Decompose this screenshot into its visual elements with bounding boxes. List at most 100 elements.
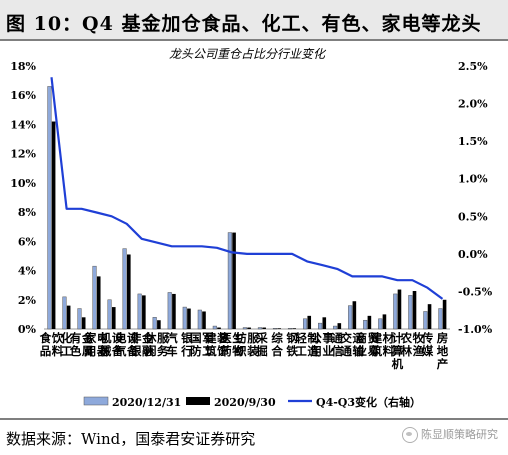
bar-2020-12-31 [92,265,97,330]
bar-2020-09-30 [157,320,161,329]
x-tick-label: 商业贸易 [356,331,380,358]
bar-2020-09-30 [142,295,146,329]
source-bar: 数据来源：Wind，国泰君安证券研究 陈显顺策略研究 [0,418,508,455]
y-left-tick-label: 16% [10,89,36,102]
bar-2020-09-30 [352,301,357,329]
line-q4-q3-change [50,77,444,300]
bar-2020-12-31 [363,319,368,330]
bar-2020-09-30 [127,254,131,329]
y-right-tick-label: 0.5% [458,210,488,223]
bar-2020-09-30 [322,317,327,329]
x-tick-label: 采掘 [255,331,268,358]
bar-2020-09-30 [96,276,101,329]
x-tick-label: 食品饮料 [40,331,64,358]
bar-2020-09-30 [217,327,221,329]
y-left-tick-label: 4% [18,265,37,278]
bar-2020-09-30 [442,299,447,329]
bar-2020-12-31 [47,86,52,330]
x-tick-label: 计算机 [391,331,404,371]
chart-svg: 龙头公司重仓占比分行业变化 0% 2% 4% 6% 8% 10% 12% 14% 16% 18% -1… [10,47,493,409]
x-tick-label: 家用电器 [84,331,109,358]
bar-2020-09-30 [66,305,71,329]
bar-2020-12-31 [272,328,278,330]
x-tick-label: 通信 [331,331,343,358]
legend-label-q4-q3-change: Q4-Q3变化（右轴） [316,395,421,409]
bar-2020-09-30 [337,323,342,329]
x-tick-label: 机械设备 [100,331,124,358]
watermark: 陈显顺策略研究 [402,426,498,443]
x-tick-label: 银行 [180,331,193,358]
x-tick-label: 建筑装饰 [205,331,229,358]
bar-2020-09-30 [51,121,56,330]
bar-2020-12-31 [302,318,308,330]
bar-2020-09-30 [412,291,417,329]
bar-2020-12-31 [408,295,413,330]
x-tick-label: 传媒 [421,331,434,358]
bar-2020-12-31 [438,308,443,330]
x-tick-label: 汽车 [166,331,178,358]
x-tick-label: 电气设备 [114,331,139,358]
y-left-tick-label: 0% [18,323,37,336]
bar-2020-09-30 [172,293,176,329]
bar-2020-09-30 [262,327,266,329]
bar-2020-12-31 [348,305,353,330]
bar-2020-12-31 [212,325,217,330]
bar-2020-09-30 [111,307,116,329]
bar-2020-12-31 [287,328,293,330]
bar-2020-12-31 [197,309,202,330]
bar-2020-12-31 [423,311,428,330]
bar-2020-12-31 [333,325,338,330]
bar-2020-09-30 [277,328,281,329]
x-tick-label: 国防军工 [190,331,214,358]
y-right-tick-label: 2.0% [458,98,488,111]
bar-2020-09-30 [292,328,297,329]
bar-2020-12-31 [107,299,112,330]
legend-swatch-2020-09-30 [186,397,210,405]
bar-2020-12-31 [318,322,323,330]
legend-swatch-2020-12-31 [83,396,109,406]
watermark-text: 陈显顺策略研究 [421,428,498,441]
bar-2020-12-31 [137,293,142,330]
y-right-tick-label: 2.5% [458,60,488,73]
y-left-tick-label: 14% [10,118,36,131]
bar-2020-09-30 [232,232,236,329]
y-left-tick-label: 10% [10,177,36,190]
bar-2020-09-30 [382,314,387,329]
x-tick-label: 有色金属 [70,331,94,358]
y-right-tick-label: -0.5% [458,285,493,298]
bar-2020-09-30 [367,315,372,329]
figure-title-bar: 图 10：Q4 基金加仓食品、化工、有色、家电等龙头 [0,0,508,41]
bar-2020-12-31 [167,292,172,330]
y-right-tick-label: -1.0% [458,323,493,336]
bar-2020-12-31 [378,318,383,330]
y-left-tick-label: 2% [18,294,37,307]
x-tick-label: 交通运输 [341,331,365,358]
chart-area: 龙头公司重仓占比分行业变化 0% 2% 4% 6% 8% 10% 12% 14% 16% 18% -1… [0,42,508,414]
x-tick-label: 房地产 [437,331,449,371]
bar-2020-09-30 [427,304,432,329]
x-tick-label: 建筑材料 [371,331,395,358]
y-left-tick-label: 8% [18,206,37,219]
x-tick-label: 公用事业 [309,331,334,358]
bar-2020-12-31 [393,293,398,330]
x-tick-label: 休闲服务 [144,331,169,358]
x-tick-label: 化工 [61,331,73,358]
y-right-tick-label: 1.5% [458,135,488,148]
x-tick-label: 轻工制造 [295,331,319,358]
x-tick-label: 钢铁 [286,331,298,358]
bar-2020-12-31 [242,327,247,330]
x-tick-label: 纺织服装 [235,331,259,358]
legend-label-2020-12-31: 2020/12/31 [112,396,181,409]
bar-2020-09-30 [397,289,402,329]
bar-2020-12-31 [122,248,127,330]
bar-2020-09-30 [247,327,251,329]
bar-2020-12-31 [227,232,232,330]
legend-label-2020-09-30: 2020/9/30 [214,396,276,409]
bar-2020-09-30 [187,308,191,329]
wechat-icon [402,427,418,443]
x-tick-label: 医药生物 [220,331,244,358]
y-left-tick-label: 6% [18,235,37,248]
y-left-tick-label: 12% [10,148,36,161]
y-right-tick-label: 1.0% [458,173,488,186]
bar-2020-12-31 [182,306,187,330]
